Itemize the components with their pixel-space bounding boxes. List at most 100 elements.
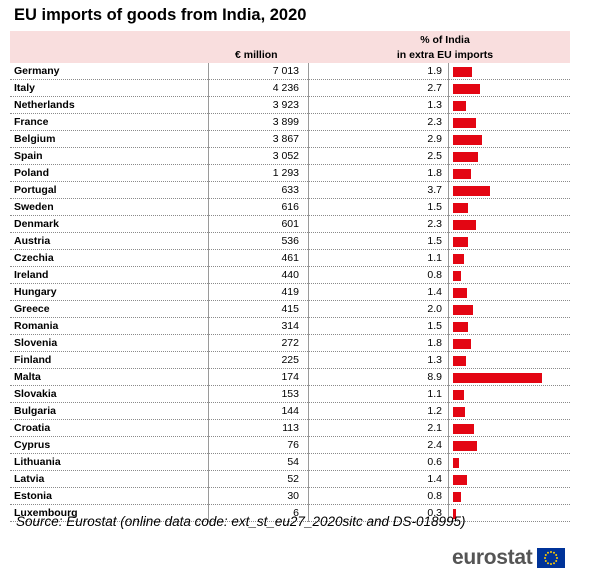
value-cell: 3 052 [272, 150, 299, 162]
country-label: Finland [14, 354, 52, 366]
share-bar [453, 254, 464, 264]
country-label: Austria [14, 235, 51, 247]
share-bar [453, 288, 467, 298]
share-cell: 1.4 [427, 286, 442, 298]
logo-wordmark: eurostat [452, 546, 533, 569]
value-cell: 419 [281, 286, 299, 298]
table-row: Czechia 461 1.1 [10, 250, 570, 267]
table-row: Cyprus 76 2.4 [10, 437, 570, 454]
share-cell: 1.9 [427, 65, 442, 77]
value-cell: 440 [281, 269, 299, 281]
value-cell: 616 [281, 201, 299, 213]
share-bar [453, 237, 468, 247]
value-cell: 76 [287, 439, 299, 451]
country-label: Slovenia [14, 337, 58, 349]
share-cell: 1.5 [427, 320, 442, 332]
share-cell: 2.0 [427, 303, 442, 315]
header-share-line2: in extra EU imports [396, 49, 494, 61]
table-row: Portugal 633 3.7 [10, 182, 570, 199]
table-row: Croatia 113 2.1 [10, 420, 570, 437]
country-label: Czechia [14, 252, 54, 264]
share-bar [453, 475, 467, 485]
value-cell: 1 293 [272, 167, 299, 179]
table-row: Lithuania 54 0.6 [10, 454, 570, 471]
source-note: Source: Eurostat (online data code: ext_… [16, 514, 466, 529]
table-row: France 3 899 2.3 [10, 114, 570, 131]
share-cell: 2.4 [427, 439, 442, 451]
share-bar [453, 305, 473, 315]
data-table: € million % of India in extra EU imports… [10, 31, 570, 522]
eurostat-logo: eurostat [452, 546, 566, 570]
share-cell: 1.2 [427, 405, 442, 417]
share-cell: 2.3 [427, 116, 442, 128]
share-cell: 2.1 [427, 422, 442, 434]
value-cell: 30 [287, 490, 299, 502]
share-cell: 1.5 [427, 201, 442, 213]
value-cell: 4 236 [272, 82, 299, 94]
value-cell: 54 [287, 456, 299, 468]
value-cell: 633 [281, 184, 299, 196]
share-bar [453, 169, 471, 179]
value-cell: 272 [281, 337, 299, 349]
country-label: Germany [14, 65, 60, 77]
country-label: Luxembourg [14, 507, 78, 519]
table-row: Bulgaria 144 1.2 [10, 403, 570, 420]
country-label: Poland [14, 167, 50, 179]
share-bar [453, 84, 480, 94]
table-row: Slovenia 272 1.8 [10, 335, 570, 352]
share-bar [453, 509, 456, 519]
column-divider [448, 63, 449, 522]
share-bar [453, 101, 466, 111]
share-cell: 1.5 [427, 235, 442, 247]
value-cell: 415 [281, 303, 299, 315]
country-label: Portugal [14, 184, 57, 196]
header-value-label: € million [235, 49, 278, 61]
value-cell: 113 [282, 422, 299, 434]
header-share-line1: % of India [420, 34, 470, 46]
country-label: Croatia [14, 422, 51, 434]
value-cell: 536 [281, 235, 299, 247]
eu-stars-icon [544, 551, 559, 565]
table-row: Luxembourg 6 0.3 [10, 505, 570, 522]
table-row: Denmark 601 2.3 [10, 216, 570, 233]
share-bar [453, 492, 461, 502]
country-label: Cyprus [14, 439, 51, 451]
share-cell: 1.4 [427, 473, 442, 485]
share-bar [453, 373, 542, 383]
share-cell: 1.8 [427, 167, 442, 179]
table-row: Slovakia 153 1.1 [10, 386, 570, 403]
share-cell: 1.1 [427, 252, 442, 264]
share-bar [453, 390, 464, 400]
table-row: Poland 1 293 1.8 [10, 165, 570, 182]
value-cell: 3 867 [272, 133, 299, 145]
share-cell: 0.8 [427, 490, 442, 502]
value-cell: 7 013 [272, 65, 299, 77]
table-body: Germany 7 013 1.9 Italy 4 236 2.7 Netherlands 3… [10, 63, 570, 522]
country-label: Greece [14, 303, 50, 315]
share-bar [453, 356, 466, 366]
share-cell: 1.3 [427, 99, 442, 111]
value-cell: 601 [281, 218, 299, 230]
country-label: Bulgaria [14, 405, 57, 417]
share-bar [453, 118, 476, 128]
country-label: Sweden [14, 201, 54, 213]
value-cell: 225 [281, 354, 299, 366]
share-cell: 2.3 [427, 218, 442, 230]
value-cell: 144 [281, 405, 299, 417]
country-label: Italy [14, 82, 36, 94]
table-row: Germany 7 013 1.9 [10, 63, 570, 80]
value-cell: 174 [281, 371, 299, 383]
country-label: Lithuania [14, 456, 61, 468]
share-cell: 2.5 [427, 150, 442, 162]
share-bar [453, 339, 471, 349]
eu-flag-icon [537, 548, 566, 568]
share-cell: 0.6 [427, 456, 442, 468]
chart-title: EU imports of goods from India, 2020 [14, 6, 307, 24]
share-bar [453, 458, 459, 468]
country-label: Belgium [14, 133, 56, 145]
country-label: Malta [14, 371, 41, 383]
share-bar [453, 67, 472, 77]
table-row: Ireland 440 0.8 [10, 267, 570, 284]
value-cell: 52 [287, 473, 299, 485]
country-label: Denmark [14, 218, 59, 230]
